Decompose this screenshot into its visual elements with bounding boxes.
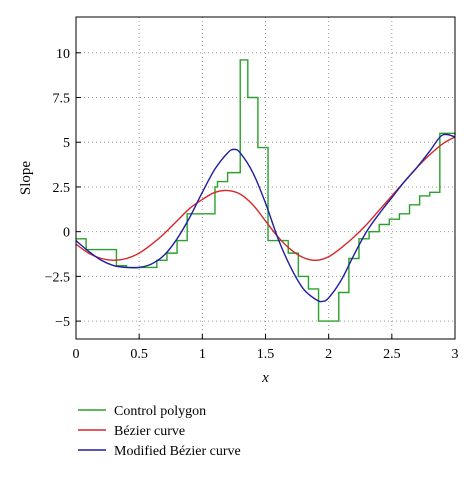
series-lines [75,59,456,322]
x-tick-label: 1 [199,347,206,362]
x-tick-label: 0.5 [130,347,148,362]
legend-label-2: Bézier curve [114,424,185,439]
y-tick-label: 5 [63,136,70,151]
y-tick-label: −5 [55,315,70,330]
legend: Control polygon Bézier curve Modified Bézi… [78,404,241,459]
y-tick-label: 10 [56,47,70,62]
x-axis-ticks: 0 0.5 1 1.5 2 2.5 3 [73,334,459,362]
y-axis-ticks: −5 −2.5 0 2.5 5 7.5 10 [45,47,81,330]
x-tick-label: 3 [452,347,459,362]
grid [76,17,455,339]
legend-label-1: Control polygon [114,404,206,419]
legend-label-3: Modified Bézier curve [114,444,241,459]
y-tick-label: −2.5 [45,270,70,285]
x-axis-label: x [261,370,269,386]
series-line-2 [75,136,456,261]
x-tick-label: 2 [325,347,332,362]
x-tick-label: 0 [73,347,80,362]
x-tick-label: 2.5 [383,347,401,362]
y-tick-label: 7.5 [53,92,71,107]
y-tick-label: 0 [63,226,70,241]
series-line-3 [75,133,456,303]
x-tick-label: 1.5 [257,347,275,362]
y-tick-label: 2.5 [53,181,71,196]
y-axis-label: Slope [18,161,34,196]
